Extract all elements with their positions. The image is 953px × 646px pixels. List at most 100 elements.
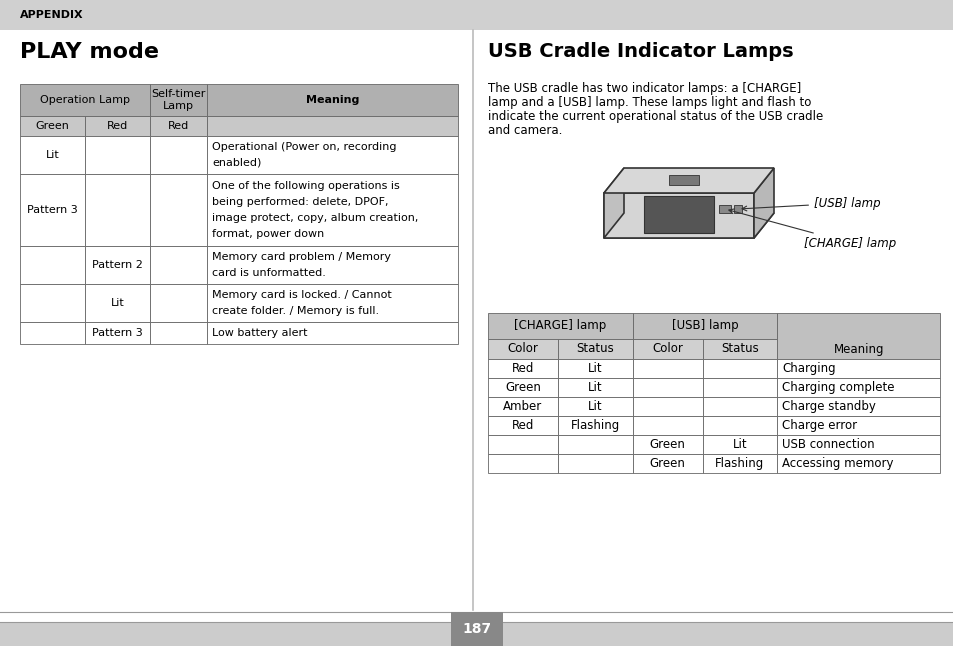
Text: Accessing memory: Accessing memory [781, 457, 893, 470]
Text: Operational (Power on, recording: Operational (Power on, recording [212, 142, 396, 152]
Text: Pattern 2: Pattern 2 [92, 260, 143, 270]
Bar [632, 416, 702, 435]
Bar [488, 313, 632, 339]
Text: Lit: Lit [587, 362, 602, 375]
Bar [719, 205, 730, 213]
Bar [20, 136, 85, 174]
Text: Lit: Lit [111, 298, 124, 308]
Bar [558, 416, 632, 435]
Text: indicate the current operational status of the USB cradle: indicate the current operational status … [488, 110, 822, 123]
Text: Self-timer
Lamp: Self-timer Lamp [152, 89, 206, 111]
Text: Memory card is locked. / Cannot: Memory card is locked. / Cannot [212, 291, 392, 300]
Bar [150, 116, 207, 136]
Text: One of the following operations is: One of the following operations is [212, 181, 399, 191]
Text: Charging: Charging [781, 362, 835, 375]
Text: [USB] lamp: [USB] lamp [671, 320, 738, 333]
Bar [150, 246, 207, 284]
Polygon shape [643, 196, 713, 233]
Text: Memory card problem / Memory: Memory card problem / Memory [212, 253, 391, 262]
Bar [702, 359, 777, 378]
Bar [207, 136, 457, 174]
Bar [668, 175, 699, 185]
Text: Red: Red [512, 362, 534, 375]
Text: Meaning: Meaning [833, 342, 883, 355]
Bar [632, 339, 702, 359]
Bar [150, 284, 207, 322]
Bar [777, 454, 939, 473]
Text: lamp and a [USB] lamp. These lamps light and flash to: lamp and a [USB] lamp. These lamps light… [488, 96, 810, 109]
Bar [20, 322, 85, 344]
Bar [150, 174, 207, 246]
Text: Flashing: Flashing [715, 457, 763, 470]
Bar [207, 116, 457, 136]
Text: Green: Green [649, 438, 685, 451]
Bar [733, 205, 741, 213]
Bar [488, 416, 558, 435]
Text: Status: Status [720, 342, 758, 355]
Text: The USB cradle has two indicator lamps: a [CHARGE]: The USB cradle has two indicator lamps: … [488, 82, 801, 95]
Polygon shape [603, 193, 753, 238]
Text: Lit: Lit [732, 438, 746, 451]
Bar [558, 378, 632, 397]
Bar [632, 435, 702, 454]
Bar [488, 397, 558, 416]
Bar [85, 284, 150, 322]
Text: Lit: Lit [587, 381, 602, 394]
Bar [85, 116, 150, 136]
Text: [USB] lamp: [USB] lamp [741, 196, 880, 211]
Bar [558, 339, 632, 359]
Bar [558, 435, 632, 454]
Text: APPENDIX: APPENDIX [20, 10, 84, 20]
Polygon shape [753, 168, 773, 238]
Text: enabled): enabled) [212, 158, 261, 167]
Text: USB connection: USB connection [781, 438, 874, 451]
Bar [207, 284, 457, 322]
Text: Red: Red [512, 419, 534, 432]
Text: Operation Lamp: Operation Lamp [40, 95, 130, 105]
Polygon shape [603, 168, 773, 193]
Bar [150, 84, 207, 116]
Text: Low battery alert: Low battery alert [212, 328, 307, 338]
Text: USB Cradle Indicator Lamps: USB Cradle Indicator Lamps [488, 42, 793, 61]
Bar [0, 0, 953, 30]
Bar [20, 84, 150, 116]
Text: Pattern 3: Pattern 3 [27, 205, 78, 215]
Bar [207, 174, 457, 246]
Bar [207, 84, 457, 116]
Text: PLAY mode: PLAY mode [20, 42, 159, 62]
Bar [632, 397, 702, 416]
Bar [558, 454, 632, 473]
Text: 187: 187 [462, 622, 491, 636]
Bar [488, 378, 558, 397]
Bar [777, 397, 939, 416]
Bar [632, 454, 702, 473]
Bar [702, 378, 777, 397]
Bar [777, 313, 939, 359]
Bar [0, 622, 953, 646]
Text: Color: Color [507, 342, 537, 355]
Bar [451, 622, 502, 646]
Bar [488, 339, 558, 359]
Text: Amber: Amber [503, 400, 542, 413]
Text: [CHARGE] lamp: [CHARGE] lamp [728, 209, 895, 249]
Text: Charge error: Charge error [781, 419, 857, 432]
Text: Meaning: Meaning [306, 95, 359, 105]
Text: Color: Color [652, 342, 682, 355]
Text: Green: Green [35, 121, 70, 131]
Text: format, power down: format, power down [212, 229, 324, 239]
Bar [632, 359, 702, 378]
Bar [777, 416, 939, 435]
Bar [488, 435, 558, 454]
Bar [85, 246, 150, 284]
Polygon shape [603, 213, 773, 238]
Bar [85, 174, 150, 246]
Text: Green: Green [649, 457, 685, 470]
Text: Pattern 3: Pattern 3 [92, 328, 143, 338]
Bar [150, 322, 207, 344]
Text: Lit: Lit [46, 150, 59, 160]
Text: create folder. / Memory is full.: create folder. / Memory is full. [212, 306, 378, 316]
Polygon shape [603, 168, 623, 238]
Bar [632, 378, 702, 397]
Bar [85, 322, 150, 344]
Bar [451, 612, 502, 646]
